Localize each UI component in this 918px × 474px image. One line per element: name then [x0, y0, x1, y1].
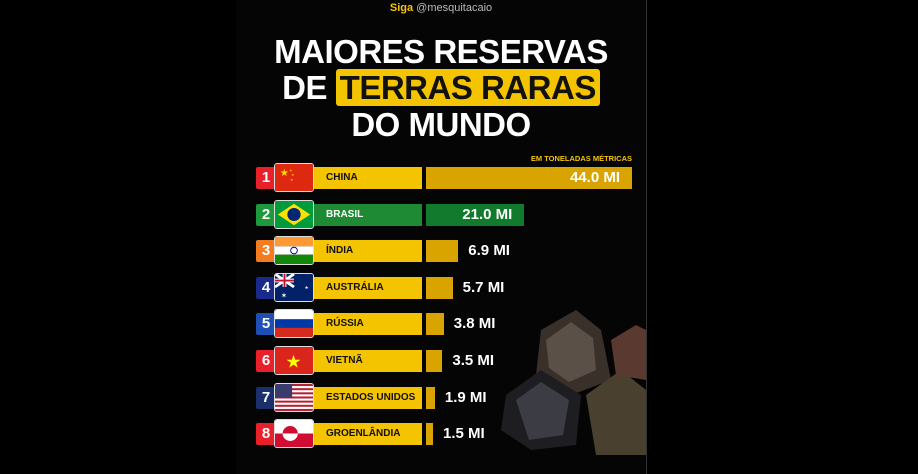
bar-row: 6 ★ VIETNÃ 3.5 MI [236, 346, 646, 376]
value-label: 44.0 MI [569, 169, 620, 186]
rank-badge: 6 [256, 350, 276, 372]
svg-text:★: ★ [285, 352, 301, 372]
bar-row: 4 ✶ ★ AUSTRÁLIA 5.7 MI [236, 272, 646, 303]
flag-icon: ★ ★ ★ ★ [274, 163, 314, 192]
value-label: 21.0 MI [462, 205, 513, 223]
country-label: BRASIL [314, 203, 422, 226]
value-bar [426, 350, 443, 372]
svg-text:★: ★ [280, 168, 289, 179]
rank-badge: 2 [256, 203, 276, 226]
value-bar [426, 423, 434, 446]
rank-badge: 1 [256, 167, 276, 189]
bar-row: 2 BRASIL 21.0 MI [236, 199, 646, 230]
svg-text:✶: ✶ [281, 291, 287, 300]
flag-icon [274, 236, 314, 266]
bar-row: 8 GROENLÂNDIA 1.5 MI [236, 419, 646, 449]
rank-badge: 7 [256, 386, 276, 409]
flag-icon [274, 199, 314, 229]
value-bar [426, 313, 444, 336]
rank-badge: 3 [256, 240, 276, 263]
value-bar [426, 203, 525, 226]
follow-credit: Siga @mesquitacaio [236, 2, 646, 14]
value-label: 3.8 MI [453, 315, 496, 333]
rocks-image [501, 310, 646, 455]
country-label: VIETNÃ [314, 350, 422, 372]
flag-icon [274, 309, 314, 339]
country-label: GROENLÂNDIA [314, 423, 422, 446]
value-label: 1.9 MI [444, 388, 487, 406]
title-line-2: DE TERRAS RARAS [236, 69, 646, 106]
title-highlight: TERRAS RARAS [335, 69, 600, 106]
country-label: CHINA [314, 167, 422, 189]
value-bar [426, 240, 459, 263]
bar-row: 7 ESTADOS UNIDOS 1.9 MI [236, 382, 646, 413]
flag-icon [274, 419, 314, 449]
title-line-3: DO MUNDO [351, 106, 531, 143]
value-bar [426, 386, 435, 409]
flag-icon: ✶ ★ [274, 272, 314, 302]
value-label: 5.7 MI [462, 278, 505, 296]
siga-label: Siga [389, 2, 414, 14]
divider [646, 0, 647, 474]
country-label: ÍNDIA [314, 240, 422, 263]
value-label: 3.5 MI [452, 352, 495, 369]
country-label: RÚSSIA [314, 313, 422, 336]
flag-icon [274, 382, 314, 412]
value-label: 6.9 MI [468, 242, 510, 260]
value-bar [426, 167, 632, 189]
title-line-1: MAIORES RESERVAS [274, 33, 608, 70]
bar-row: 1 ★ ★ ★ ★ CHINA 44.0 MI [236, 163, 646, 193]
country-label: ESTADOS UNIDOS [314, 386, 422, 409]
value-bar [426, 276, 453, 299]
handle: @mesquitacaio [416, 2, 493, 14]
unit-label: EM TONELADAS MÉTRICAS [530, 154, 632, 163]
rank-badge: 5 [256, 313, 276, 336]
svg-text:★: ★ [290, 178, 294, 182]
rank-badge: 8 [256, 423, 276, 446]
value-label: 1.5 MI [443, 425, 485, 443]
infographic: Siga @mesquitacaio MAIORES RESERVAS DE T… [236, 0, 646, 474]
svg-text:★: ★ [304, 285, 309, 290]
flag-icon: ★ [274, 346, 314, 375]
bar-row: 3 ÍNDIA 6.9 MI [236, 236, 646, 266]
svg-text:★: ★ [291, 173, 295, 177]
bar-row: 5 RÚSSIA 3.8 MI [236, 309, 646, 339]
svg-text:★: ★ [289, 168, 293, 172]
rank-badge: 4 [256, 276, 276, 299]
title-prefix: DE [282, 69, 327, 106]
country-label: AUSTRÁLIA [314, 276, 422, 299]
